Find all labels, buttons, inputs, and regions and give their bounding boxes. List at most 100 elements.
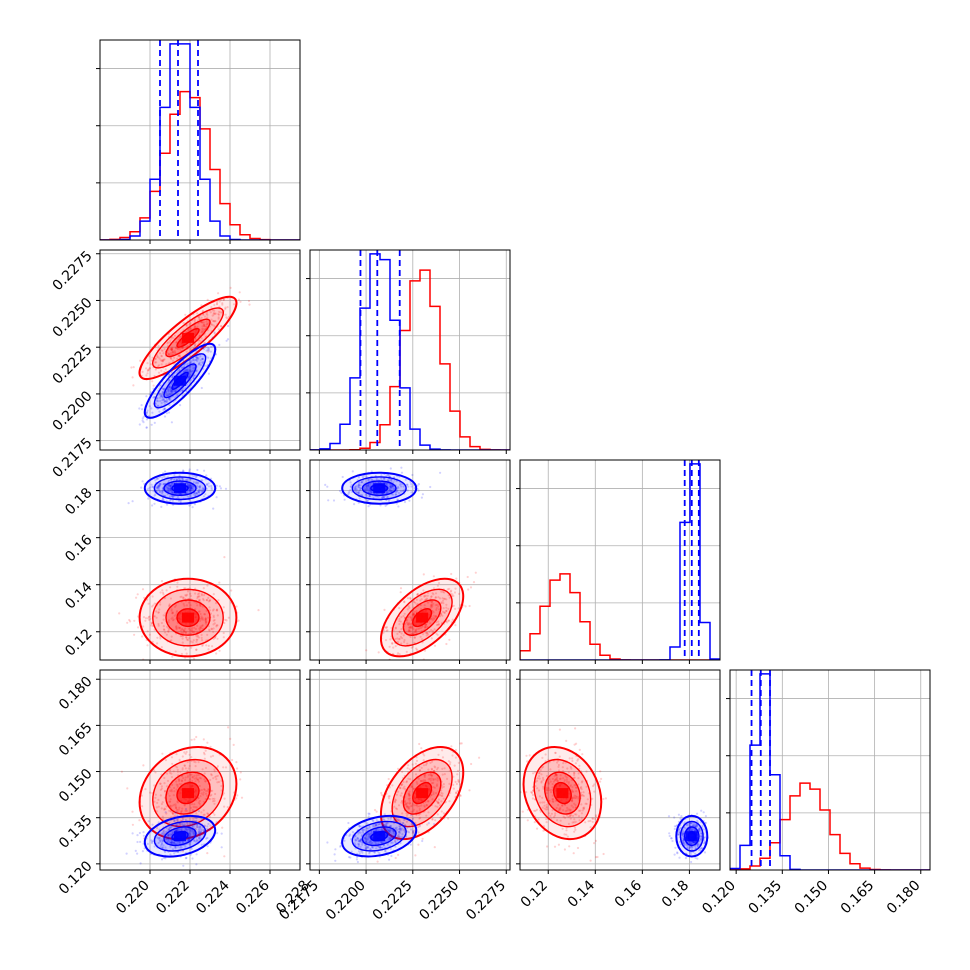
scatter-point — [406, 826, 409, 829]
scatter-point — [396, 640, 399, 644]
scatter-point — [201, 330, 204, 334]
scatter-point — [167, 630, 170, 633]
scatter-point — [170, 790, 173, 793]
panel-frame — [99, 39, 301, 241]
scatter-point — [681, 829, 684, 832]
scatter-point — [409, 623, 412, 626]
scatter-point — [171, 655, 174, 658]
scatter-point — [541, 801, 544, 804]
scatter-point — [206, 316, 209, 319]
scatter-point — [594, 814, 598, 817]
scatter-point — [392, 819, 395, 822]
scatter-point — [187, 328, 190, 332]
scatter-point — [541, 776, 545, 780]
scatter-point — [210, 627, 213, 630]
scatter-point — [388, 836, 391, 839]
scatter-point — [146, 644, 149, 647]
scatter-point — [168, 341, 171, 344]
scatter-point — [202, 339, 205, 342]
scatter-point — [384, 639, 388, 642]
scatter-point — [409, 596, 412, 600]
scatter-point — [424, 598, 427, 601]
scatter-point — [193, 491, 196, 495]
scatter-point — [202, 495, 206, 498]
scatter-point — [574, 820, 577, 824]
scatter-point — [158, 485, 161, 488]
scatter-point — [220, 846, 223, 849]
scatter-point — [390, 836, 393, 839]
scatter-point — [582, 807, 586, 811]
scatter-point — [579, 809, 582, 812]
scatter-point — [161, 391, 164, 394]
scatter-point — [442, 590, 445, 594]
scatter-point — [387, 830, 390, 833]
scatter-point — [387, 817, 390, 820]
scatter-point — [414, 630, 417, 633]
scatter-point — [175, 824, 178, 828]
scatter-point — [194, 761, 197, 764]
scatter-point — [176, 610, 179, 613]
scatter-point — [552, 816, 556, 819]
scatter-point — [229, 286, 232, 289]
scatter-point — [194, 492, 197, 495]
scatter-point — [468, 789, 471, 792]
scatter-point — [151, 622, 154, 625]
scatter-point — [223, 855, 226, 858]
scatter-point — [416, 593, 419, 596]
scatter-point — [367, 812, 370, 815]
scatter-point — [172, 770, 175, 773]
scatter-point — [152, 396, 155, 399]
scatter-point — [126, 621, 129, 624]
scatter-point — [559, 819, 562, 822]
scatter-point — [196, 825, 199, 829]
scatter-point — [189, 773, 192, 776]
scatter-point — [176, 828, 179, 832]
scatter-point — [187, 329, 190, 332]
scatter-point — [162, 829, 165, 832]
scatter-point — [421, 780, 424, 783]
scatter-point — [155, 616, 158, 619]
scatter-point — [168, 385, 171, 388]
scatter-point — [413, 636, 416, 639]
scatter-point — [199, 612, 202, 616]
scatter-point — [199, 831, 202, 834]
scatter-point — [194, 806, 197, 809]
scatter-point — [187, 774, 190, 777]
scatter-point — [184, 479, 188, 482]
scatter-point — [210, 488, 213, 491]
scatter-point — [368, 812, 371, 816]
scatter-point — [551, 794, 554, 797]
scatter-point — [199, 359, 202, 362]
scatter-point — [327, 499, 330, 502]
density-peak-red — [556, 788, 569, 799]
scatter-point — [423, 626, 426, 629]
scatter-point — [205, 349, 208, 352]
scatter-point — [415, 810, 419, 813]
scatter-point — [201, 346, 204, 349]
scatter-point — [429, 773, 432, 776]
scatter-point — [563, 833, 566, 836]
scatter-point — [197, 316, 200, 319]
scatter-point — [205, 620, 208, 624]
scatter-point — [175, 806, 178, 810]
scatter-point — [236, 767, 239, 770]
scatter-point — [145, 395, 148, 398]
scatter-point — [599, 780, 602, 783]
scatter-point — [557, 765, 560, 769]
scatter-point — [574, 828, 577, 831]
scatter-point — [153, 602, 156, 605]
scatter-point — [457, 778, 460, 782]
scatter-point — [567, 822, 571, 826]
scatter-point — [531, 793, 535, 797]
scatter-point — [149, 791, 152, 794]
scatter-point — [170, 348, 173, 351]
scatter-point — [348, 834, 351, 838]
scatter-point — [573, 802, 576, 805]
scatter-point — [128, 618, 131, 622]
scatter-point — [678, 856, 681, 859]
scatter-point — [566, 835, 570, 838]
scatter-point — [545, 774, 549, 778]
scatter-point — [538, 775, 541, 778]
scatter-point — [188, 468, 191, 471]
scatter-point — [164, 759, 167, 762]
